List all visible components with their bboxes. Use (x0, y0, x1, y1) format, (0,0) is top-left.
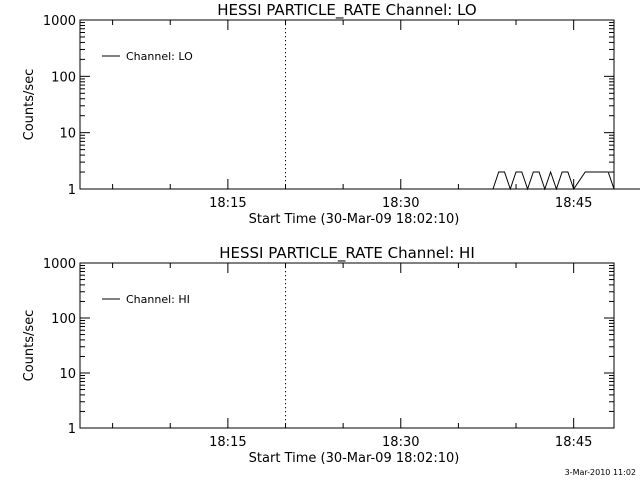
y-tick-label: 10 (59, 367, 76, 382)
timestamp: 3-Mar-2010 11:02 (565, 468, 636, 477)
x-tick-label: 18:30 (382, 435, 419, 450)
y-axis-label: Counts/sec (22, 69, 37, 141)
y-axis-label: Counts/sec (22, 310, 37, 382)
x-axis-label: Start Time (30-Mar-09 18:02:10) (249, 451, 460, 466)
chart-title: HESSI PARTICLE_RATE Channel: LO (217, 1, 476, 20)
x-tick-label: 18:30 (382, 196, 419, 211)
y-tick-label: 100 (51, 70, 76, 85)
y-tick-label: 1000 (43, 14, 76, 29)
x-tick-label: 18:15 (209, 196, 246, 211)
y-tick-label: 1000 (43, 257, 76, 272)
x-tick-label: 18:45 (555, 196, 592, 211)
y-tick-label: 1 (68, 422, 76, 437)
chart-panel-lo: HESSI PARTICLE_RATE Channel: LO Counts/se… (22, 1, 640, 227)
plot-frame (79, 262, 615, 429)
y-tick-label: 10 (59, 127, 76, 142)
chart-title: HESSI PARTICLE_RATE Channel: HI (219, 244, 475, 263)
y-tick-label: 1 (68, 183, 76, 198)
x-tick-label: 18:15 (209, 435, 246, 450)
plot-frame (79, 19, 615, 190)
chart-panel-hi: HESSI PARTICLE_RATE Channel: HI Counts/se… (22, 244, 615, 466)
legend-label: Channel: LO (126, 50, 193, 63)
x-axis-label: Start Time (30-Mar-09 18:02:10) (249, 212, 460, 227)
x-tick-label: 18:45 (555, 435, 592, 450)
y-tick-label: 100 (51, 312, 76, 327)
legend-label: Channel: HI (126, 293, 190, 306)
series-line-0 (492, 170, 640, 191)
